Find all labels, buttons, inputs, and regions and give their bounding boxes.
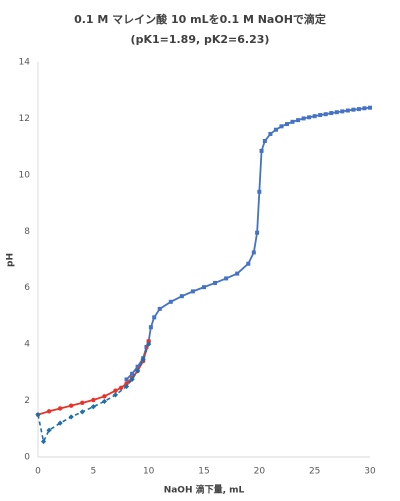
point <box>345 108 350 113</box>
y-tick-label: 12 <box>19 114 30 124</box>
point <box>35 412 41 418</box>
point <box>351 107 356 112</box>
x-axis-title: NaOH 滴下量, mL <box>164 484 245 496</box>
point <box>79 409 85 415</box>
point <box>255 230 260 235</box>
point <box>190 289 195 294</box>
point <box>235 271 240 276</box>
x-tick-label: 25 <box>309 467 320 477</box>
point <box>69 403 74 408</box>
point <box>124 381 129 386</box>
series-line <box>125 106 371 381</box>
point <box>118 385 124 391</box>
point <box>356 107 361 112</box>
y-tick-label: 4 <box>24 340 30 350</box>
y-tick-label: 0 <box>24 453 30 463</box>
point <box>246 261 251 266</box>
point <box>268 131 273 136</box>
point <box>318 113 323 118</box>
point <box>112 392 119 398</box>
y-axis-title: pH <box>6 253 16 267</box>
y-tick-label: 6 <box>24 283 30 293</box>
point <box>329 111 334 116</box>
point <box>312 114 317 119</box>
point <box>146 339 151 344</box>
point <box>101 398 107 405</box>
point <box>157 306 162 311</box>
point <box>90 404 96 410</box>
point <box>140 357 146 363</box>
point <box>334 110 339 115</box>
x-tick-label: 20 <box>254 467 266 477</box>
point <box>279 124 284 129</box>
point <box>368 105 372 110</box>
point <box>202 285 206 290</box>
point <box>179 294 184 299</box>
point <box>46 409 52 414</box>
point <box>296 118 301 123</box>
point <box>323 112 328 117</box>
point <box>224 276 229 281</box>
series-line <box>37 343 150 444</box>
point <box>152 315 157 320</box>
point <box>40 438 47 445</box>
point <box>80 400 85 406</box>
point <box>135 368 141 374</box>
x-tick-label: 10 <box>143 467 155 477</box>
point <box>135 364 140 369</box>
point <box>57 406 63 411</box>
point <box>146 341 152 347</box>
y-tick-label: 14 <box>19 58 31 68</box>
point <box>213 280 218 285</box>
point <box>340 109 345 114</box>
point <box>362 106 367 111</box>
point <box>130 371 135 376</box>
y-tick-label: 2 <box>24 396 30 406</box>
point <box>102 394 107 399</box>
point <box>262 139 267 143</box>
point <box>290 119 295 124</box>
point <box>301 116 306 121</box>
point <box>123 383 130 390</box>
point <box>273 127 278 132</box>
y-tick-label: 10 <box>19 170 31 180</box>
point <box>148 325 153 330</box>
x-tick-label: 15 <box>198 467 209 477</box>
point <box>259 148 264 153</box>
point <box>124 377 129 382</box>
point <box>285 122 289 127</box>
chart-subtitle: (pK1=1.89, pK2=6.23) <box>131 33 270 46</box>
x-tick-label: 0 <box>35 467 41 477</box>
point <box>113 388 118 393</box>
point <box>129 376 135 383</box>
point <box>91 397 96 403</box>
point <box>307 115 312 120</box>
point <box>257 189 262 194</box>
x-tick-label: 30 <box>364 467 376 477</box>
y-tick-label: 8 <box>24 227 30 237</box>
x-tick-label: 5 <box>90 467 96 477</box>
point <box>251 250 256 255</box>
chart-title: 0.1 M マレイン酸 10 mLを0.1 M NaOHで滴定 <box>74 12 326 26</box>
point <box>168 299 173 304</box>
point <box>57 420 63 426</box>
point <box>46 427 52 433</box>
point <box>68 414 74 420</box>
